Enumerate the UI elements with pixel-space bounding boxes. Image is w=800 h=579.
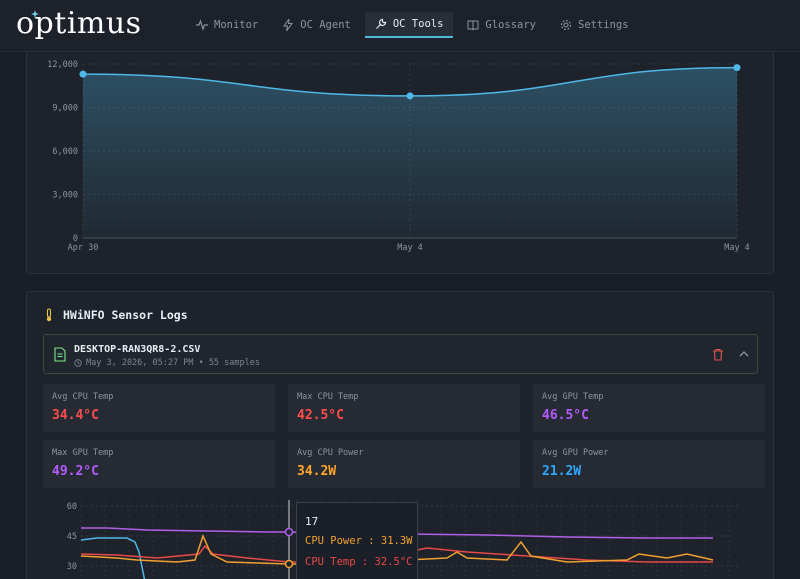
tooltip-row-cpu-temp: CPU Temp : 32.5°C	[305, 556, 413, 568]
stat-value: 49.2°C	[52, 464, 99, 479]
app-logo[interactable]: optimus	[16, 6, 142, 41]
chevron-up-icon[interactable]	[738, 349, 750, 359]
stat-label: Max GPU Temp	[52, 448, 114, 458]
app-header: optimus Monitor OC Agent OC Tools Glossa…	[0, 0, 800, 52]
lightning-icon	[283, 19, 294, 31]
history-chart-panel: 0 3,000 6,000 9,000 12,000 Apr 30 May 4 May 4	[26, 52, 774, 274]
nav-tab-label: Settings	[578, 19, 629, 31]
history-area-chart: 0 3,000 6,000 9,000 12,000 Apr 30 May 4 May 4	[47, 60, 750, 253]
tooltip-label: CPU Temp	[305, 556, 356, 568]
stat-card: Avg CPU Power 34.2W	[288, 440, 520, 488]
nav-tab-oc-tools[interactable]: OC Tools	[364, 12, 454, 38]
clock-icon	[74, 359, 82, 367]
thermometer-icon	[46, 308, 52, 322]
stat-label: Avg CPU Temp	[52, 392, 114, 402]
gear-icon	[560, 19, 572, 31]
y-tick-label: 30	[67, 562, 77, 572]
series-line-gpu-power	[80, 537, 146, 579]
x-tick-label: Apr 30	[68, 243, 99, 253]
nav-tab-glossary[interactable]: Glossary	[457, 12, 546, 38]
log-file-card[interactable]: DESKTOP-RAN3QR8-2.CSV May 3, 2026, 05:27…	[43, 334, 758, 374]
data-point[interactable]	[79, 70, 87, 78]
log-file-meta-text: May 3, 2026, 05:27 PM • 55 samples	[86, 358, 260, 368]
tooltip-title: 17	[305, 515, 319, 528]
nav-tab-label: Monitor	[214, 19, 259, 31]
hover-point-gpu-temp	[284, 527, 294, 537]
tooltip-label: CPU Power	[305, 535, 362, 547]
stat-label: Max CPU Temp	[297, 392, 359, 402]
stat-label: Avg GPU Temp	[542, 392, 604, 402]
trash-icon[interactable]	[712, 348, 724, 361]
book-icon	[467, 20, 479, 31]
stat-card: Avg CPU Temp 34.4°C	[43, 384, 275, 432]
wrench-icon	[375, 18, 386, 29]
tooltip-value: 32.5°C	[374, 556, 413, 568]
y-tick-label: 3,000	[52, 191, 78, 201]
y-tick-label: 0	[73, 234, 78, 244]
stat-value: 21.2W	[542, 464, 582, 479]
logs-title: HWiNFO Sensor Logs	[63, 308, 188, 322]
stat-label: Avg CPU Power	[297, 448, 364, 458]
file-icon	[54, 347, 66, 362]
x-tick-label: May 4	[397, 243, 423, 253]
stat-card: Max GPU Temp 49.2°C	[43, 440, 275, 488]
nav-tab-monitor[interactable]: Monitor	[186, 12, 268, 38]
stat-label: Avg GPU Power	[542, 448, 609, 458]
sensor-line-chart: 30 45 60	[67, 500, 739, 579]
nav-tab-oc-agent[interactable]: OC Agent	[272, 12, 361, 38]
main-nav: Monitor OC Agent OC Tools Glossary Setti…	[186, 12, 643, 40]
area-fill	[83, 67, 737, 238]
x-tick-label: May 4	[724, 243, 750, 253]
activity-icon	[196, 19, 208, 31]
sparkle-icon	[31, 10, 39, 18]
chart-tooltip: 17 CPU Power : 31.3W CPU Temp : 32.5°C	[296, 502, 418, 579]
tooltip-value: 31.3W	[380, 535, 413, 547]
y-tick-label: 60	[67, 502, 77, 512]
y-tick-label: 9,000	[52, 104, 78, 114]
series-line-cpu-power	[80, 533, 714, 565]
stat-value: 34.2W	[297, 464, 337, 479]
hover-point-cpu-power	[284, 559, 294, 569]
nav-tab-settings[interactable]: Settings	[550, 12, 639, 38]
tooltip-row-cpu-power: CPU Power : 31.3W	[305, 535, 413, 547]
y-tick-label: 45	[67, 532, 77, 542]
nav-tab-label: OC Agent	[300, 19, 351, 31]
log-file-meta: May 3, 2026, 05:27 PM • 55 samples	[74, 358, 260, 368]
y-tick-label: 12,000	[47, 60, 78, 70]
data-point[interactable]	[406, 92, 414, 100]
stat-value: 46.5°C	[542, 408, 589, 423]
data-point[interactable]	[733, 64, 741, 72]
stat-card: Max CPU Temp 42.5°C	[288, 384, 520, 432]
stat-card: Avg GPU Power 21.2W	[533, 440, 765, 488]
nav-tab-label: Glossary	[485, 19, 536, 31]
nav-tab-label: OC Tools	[392, 18, 444, 30]
section-title: HWiNFO Sensor Logs	[43, 308, 188, 322]
y-tick-label: 6,000	[52, 147, 78, 157]
stat-card: Avg GPU Temp 46.5°C	[533, 384, 765, 432]
stat-value: 42.5°C	[297, 408, 344, 423]
stat-value: 34.4°C	[52, 408, 99, 423]
sensor-logs-panel: HWiNFO Sensor Logs DESKTOP-RAN3QR8-2.CSV…	[26, 291, 774, 579]
log-file-name: DESKTOP-RAN3QR8-2.CSV	[74, 344, 201, 355]
